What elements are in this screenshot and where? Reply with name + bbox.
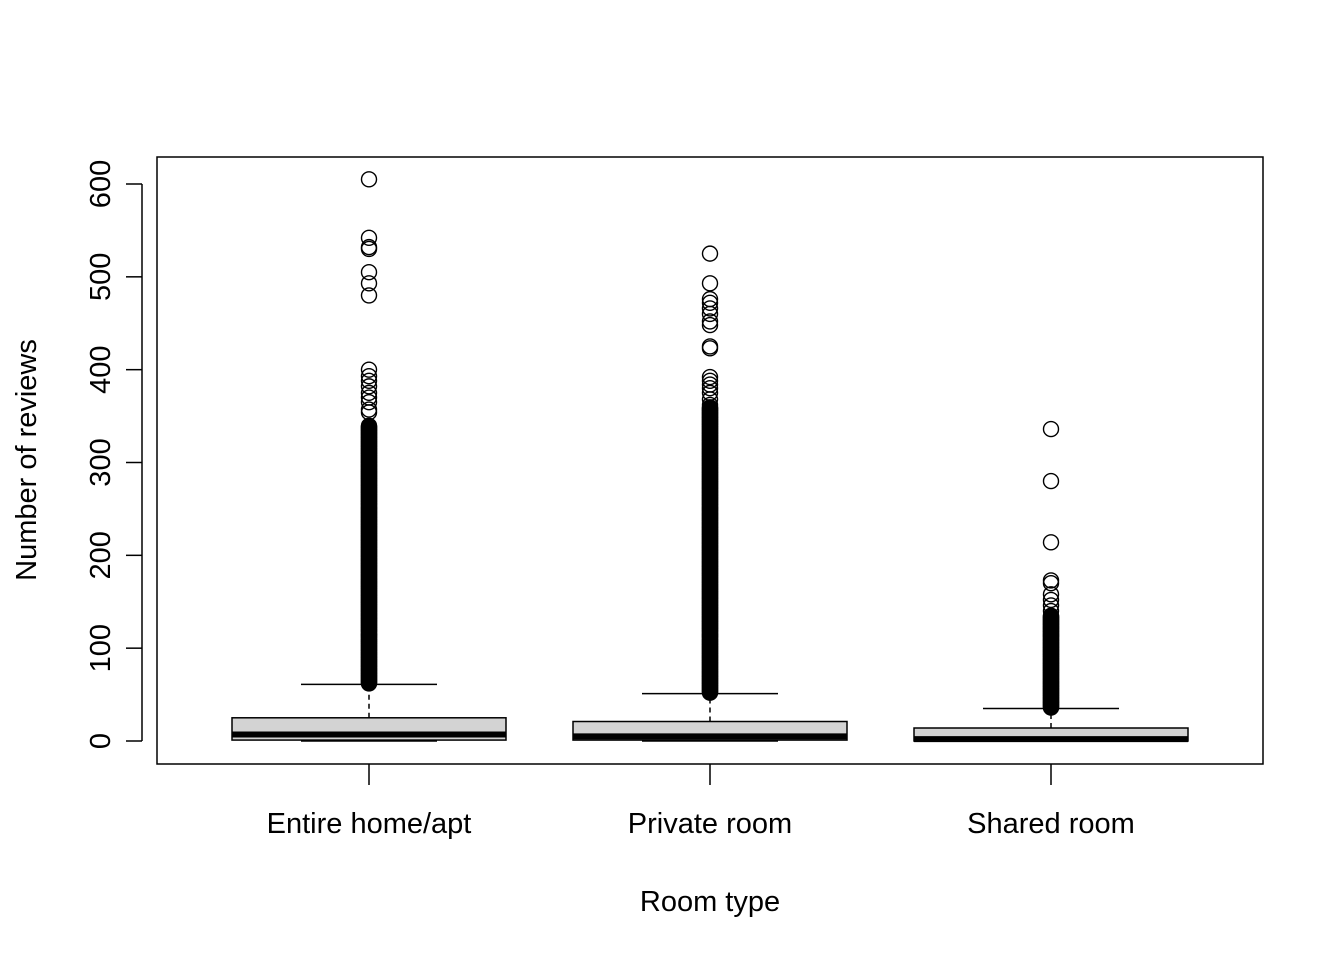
outlier-point	[360, 417, 378, 435]
box-group	[572, 245, 848, 742]
outlier-point	[360, 378, 378, 395]
y-tick-label: 400	[85, 345, 117, 393]
y-tick-label: 0	[85, 733, 117, 749]
outlier-point	[701, 245, 719, 262]
outlier-point	[701, 305, 719, 323]
outlier-point	[360, 361, 378, 378]
y-tick-label: 200	[85, 531, 117, 579]
outlier-point	[1042, 586, 1060, 603]
outlier-point	[701, 294, 719, 312]
outlier-point	[701, 368, 719, 386]
box-group	[913, 420, 1189, 743]
outlier-point	[360, 367, 378, 385]
outlier-point	[360, 229, 378, 247]
x-axis-title: Room type	[640, 886, 780, 918]
outlier-point	[701, 275, 719, 292]
outlier-point	[1042, 420, 1060, 438]
outlier-point	[701, 380, 719, 397]
outlier-point	[701, 391, 719, 408]
outlier-point	[1042, 591, 1060, 609]
outlier-point	[360, 171, 378, 188]
outlier-point	[701, 372, 719, 390]
x-tick-label: Private room	[628, 808, 792, 840]
outlier-point	[701, 313, 719, 330]
box-group	[231, 171, 507, 742]
outlier-point	[1042, 534, 1060, 551]
outlier-point	[701, 384, 719, 402]
y-tick-label: 100	[85, 624, 117, 672]
outlier-point	[1042, 574, 1060, 592]
outlier-point	[360, 384, 378, 402]
y-tick-label: 500	[85, 253, 117, 301]
outlier-point	[1042, 607, 1060, 624]
x-axis: Entire home/apt Private room Shared room	[267, 764, 1135, 840]
outlier-point	[701, 316, 719, 334]
y-tick-label: 300	[85, 438, 117, 486]
outlier-point	[360, 240, 378, 258]
outlier-point	[360, 263, 378, 281]
y-tick-label: 600	[85, 160, 117, 208]
outlier-point	[360, 393, 378, 411]
outlier-point	[701, 340, 719, 357]
outlier-point	[701, 396, 719, 414]
outlier-point	[1042, 472, 1060, 490]
outlier-point	[360, 287, 378, 304]
x-tick-label: Shared room	[967, 808, 1135, 840]
outlier-point	[360, 404, 378, 421]
outlier-point	[701, 290, 719, 308]
boxes	[231, 171, 1189, 743]
x-tick-label: Entire home/apt	[267, 808, 472, 840]
y-axis: 0 100 200 300 400 500 600	[85, 160, 143, 749]
outlier-point	[360, 275, 378, 292]
outlier-point	[360, 372, 378, 390]
y-axis-title: Number of reviews	[11, 339, 43, 581]
outlier-point	[1042, 597, 1060, 614]
outlier-point	[1042, 602, 1060, 620]
outlier-point	[701, 300, 719, 317]
